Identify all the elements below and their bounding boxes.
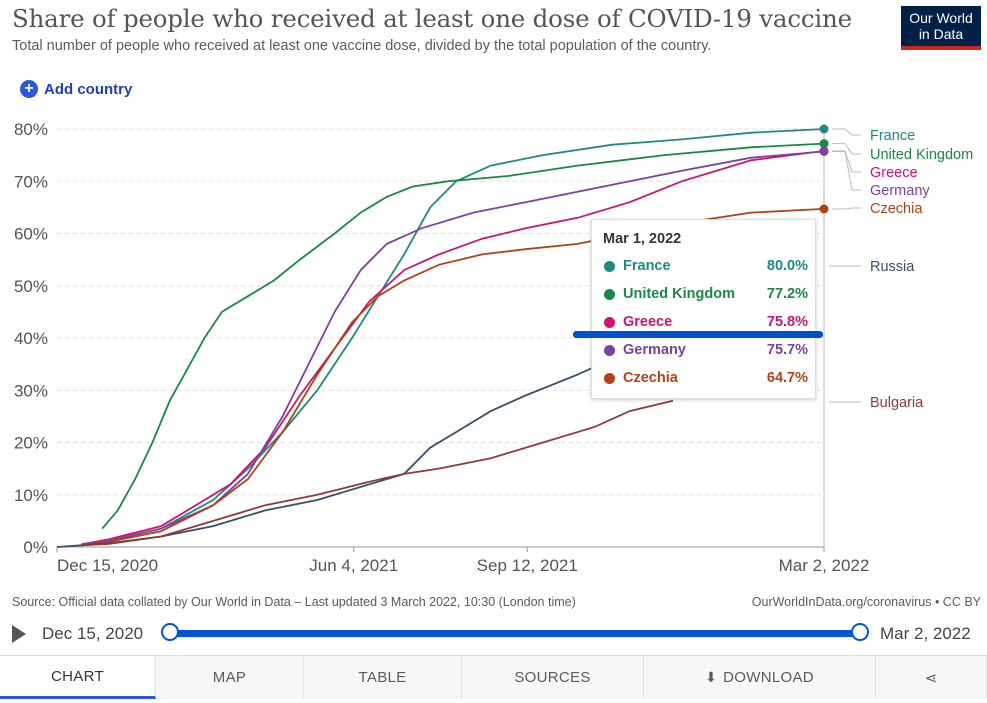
y-tick-label: 50% [14, 277, 48, 296]
license-link[interactable]: OurWorldInData.org/coronavirus • CC BY [751, 595, 981, 609]
tooltip-dot [604, 373, 615, 384]
tooltip-row: Czechia 64.7% [603, 369, 808, 389]
end-dot [819, 204, 829, 214]
leader-line [832, 128, 861, 136]
owid-logo[interactable]: Our World in Data [901, 6, 981, 50]
highlight-underline [573, 331, 823, 338]
tooltip-country: Greece [623, 314, 673, 330]
timeline-end-label: Mar 2, 2022 [880, 624, 971, 643]
tab-sources[interactable]: SOURCES [462, 656, 644, 699]
tooltip-country: Germany [623, 342, 686, 358]
end-dot [819, 124, 829, 134]
timeline-track[interactable] [170, 630, 860, 637]
tooltip-value: 77.2% [766, 286, 808, 302]
leader-line [832, 150, 861, 191]
plus-icon: + [20, 80, 38, 98]
end-label: Germany [870, 183, 930, 199]
tab-map-label: MAP [212, 669, 247, 686]
tooltip-value: 80.0% [766, 258, 808, 274]
end-label: Greece [870, 165, 918, 181]
tooltip-dot [604, 261, 615, 272]
tooltip-row: France 80.0% [603, 257, 808, 277]
timeline-start-label: Dec 15, 2020 [42, 624, 144, 643]
leader-line [832, 150, 861, 173]
series-line-bulgaria [81, 399, 674, 547]
tooltip-country: France [623, 258, 671, 274]
tooltip-dot [604, 345, 615, 356]
end-label: Russia [870, 259, 915, 275]
logo-line-1: Our World [909, 10, 973, 26]
tooltip-row: Germany 75.7% [603, 341, 808, 361]
play-icon[interactable] [12, 625, 26, 643]
tab-chart-label: CHART [51, 667, 104, 685]
tooltip-value: 75.7% [766, 342, 808, 358]
logo-line-2: in Data [918, 26, 964, 42]
tooltip-row: Greece 75.8% [603, 313, 808, 333]
chart-title: Share of people who received at least on… [12, 4, 852, 33]
tab-map[interactable]: MAP [156, 656, 304, 699]
tooltip-value: 75.8% [766, 314, 808, 330]
series-line-greece [81, 150, 825, 546]
leader-line [832, 143, 861, 155]
source-note: Source: Official data collated by Our Wo… [12, 595, 576, 609]
end-label: Czechia [870, 201, 923, 217]
tab-chart[interactable]: CHART [0, 656, 156, 699]
tooltip-date: Mar 1, 2022 [603, 231, 682, 247]
x-tick-label: Sep 12, 2021 [477, 556, 578, 575]
tab-download-label: DOWNLOAD [723, 669, 814, 686]
tab-table[interactable]: TABLE [304, 656, 462, 699]
tooltip-value: 64.7% [766, 370, 808, 386]
add-country-label: Add country [44, 80, 133, 98]
x-tick-label: Dec 15, 2020 [57, 556, 158, 575]
tab-bar: CHART MAP TABLE SOURCES ⬇ DOWNLOAD ⋖ [0, 655, 987, 699]
tooltip-country: Czechia [623, 370, 678, 386]
y-tick-label: 40% [14, 329, 48, 348]
add-country-button[interactable]: + Add country [20, 80, 132, 98]
tooltip-country: United Kingdom [623, 286, 735, 302]
end-label: Bulgaria [870, 395, 924, 411]
end-dot [819, 139, 829, 149]
tooltip: Mar 1, 2022 France 80.0% United Kingdom 77.… [591, 219, 816, 399]
y-tick-label: 0% [23, 538, 48, 557]
y-tick-label: 80% [14, 120, 48, 139]
series-line-france [81, 128, 825, 546]
y-tick-label: 60% [14, 225, 48, 244]
series-line-russia [56, 358, 613, 548]
tooltip-dot [604, 317, 615, 328]
end-label: United Kingdom [870, 147, 973, 163]
y-tick-label: 30% [14, 381, 48, 400]
end-dot [819, 146, 829, 156]
tab-sources-label: SOURCES [514, 669, 591, 686]
x-tick-label: Jun 4, 2021 [309, 556, 398, 575]
tooltip-dot [604, 289, 615, 300]
end-label: France [870, 128, 915, 144]
series-line-united-kingdom [101, 142, 825, 530]
chart-subtitle: Total number of people who received at l… [12, 38, 712, 54]
tab-share[interactable]: ⋖ [876, 656, 987, 699]
y-tick-label: 10% [14, 486, 48, 505]
tab-table-label: TABLE [358, 669, 407, 686]
y-tick-label: 70% [14, 172, 48, 191]
leader-line [832, 207, 861, 210]
timeline-start-handle[interactable] [161, 623, 179, 641]
x-tick-label: Mar 2, 2022 [779, 556, 870, 575]
line-chart[interactable]: 0% 10% 20% 30% 40% 50% 60% 70% 80% Dec 15, 2020 J… [0, 100, 987, 580]
y-tick-label: 20% [14, 434, 48, 453]
timeline-end-handle[interactable] [851, 623, 869, 641]
tab-download[interactable]: ⬇ DOWNLOAD [644, 656, 876, 699]
download-icon: ⬇ [705, 669, 718, 685]
share-icon: ⋖ [924, 669, 938, 687]
tooltip-row: United Kingdom 77.2% [603, 285, 808, 305]
